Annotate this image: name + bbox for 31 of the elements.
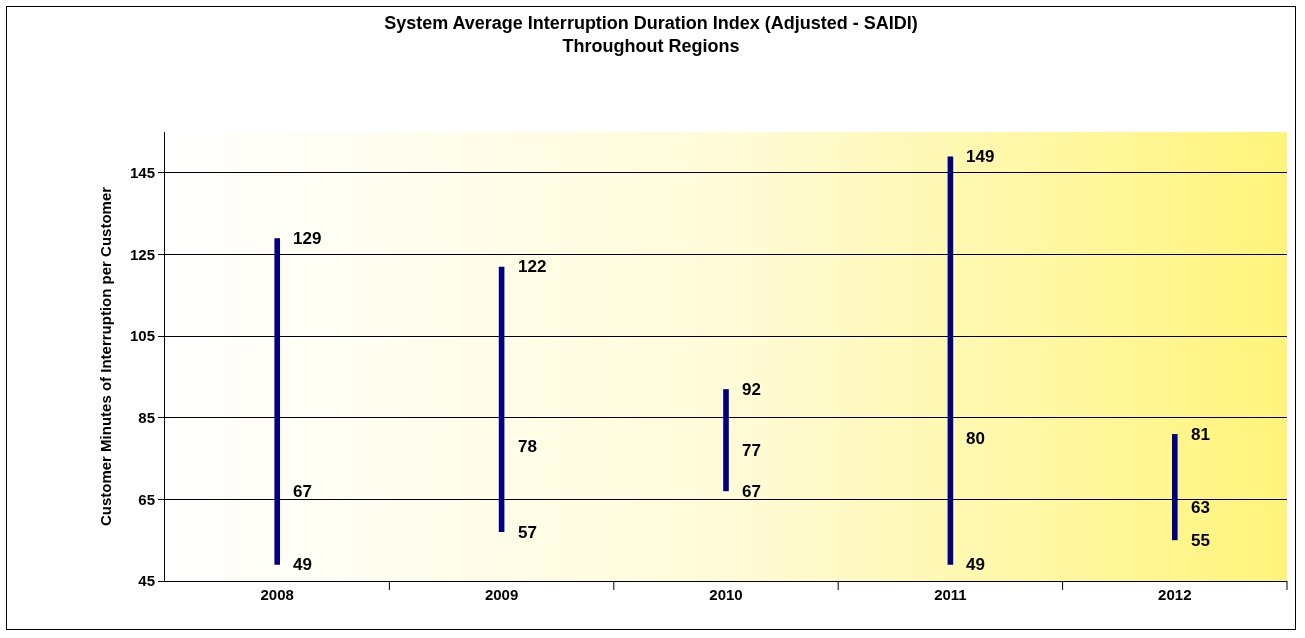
annotation: 49 — [293, 555, 312, 574]
bar — [1172, 434, 1178, 541]
annotation: 77 — [742, 441, 761, 460]
y-tick-label: 65 — [138, 490, 155, 508]
annotation: 78 — [518, 437, 537, 456]
annotation: 67 — [742, 482, 761, 501]
x-tick-label: 2009 — [484, 586, 519, 603]
x-tick-label: 2008 — [260, 586, 294, 603]
x-tick-label: 2011 — [934, 586, 967, 603]
y-tick-label: 45 — [138, 572, 155, 590]
annotation: 122 — [518, 257, 547, 276]
chart-title: System Average Interruption Duration Index (Adjusted - SAIDI) Throughout Regions — [384, 12, 918, 57]
annotation: 80 — [966, 429, 985, 448]
annotation: 57 — [518, 523, 537, 542]
annotation: 129 — [293, 229, 322, 248]
y-tick-label: 105 — [129, 327, 155, 345]
bar — [274, 238, 281, 565]
annotation: 92 — [742, 380, 761, 399]
annotation: 149 — [966, 147, 995, 166]
bar — [723, 389, 729, 492]
y-tick-label: 125 — [129, 245, 155, 263]
annotation: 81 — [1191, 425, 1210, 444]
y-tick-label: 85 — [138, 408, 155, 426]
y-tick-label: 145 — [129, 164, 155, 182]
annotation: 55 — [1191, 531, 1210, 550]
annotation: 67 — [293, 482, 312, 501]
annotation: 49 — [966, 555, 985, 574]
x-tick-label: 2010 — [709, 586, 743, 603]
y-axis-title: Customer Minutes of Interruption per Customer — [97, 186, 115, 527]
annotation: 63 — [1191, 498, 1210, 517]
x-tick-label: 2012 — [1158, 586, 1192, 603]
